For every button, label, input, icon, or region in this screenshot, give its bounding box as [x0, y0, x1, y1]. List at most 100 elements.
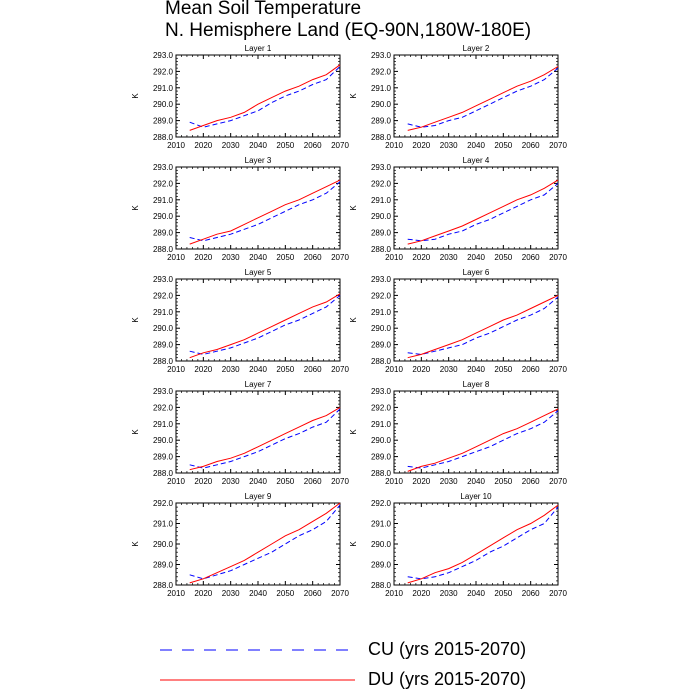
y-tick-label: 293.0: [153, 51, 174, 60]
y-tick-label: 291.0: [371, 84, 392, 93]
x-tick-label: 2050: [494, 589, 512, 598]
panel-title: Layer 5: [245, 268, 272, 277]
y-axis-label: K: [131, 317, 140, 323]
y-tick-label: 293.0: [371, 163, 392, 172]
x-tick-label: 2020: [194, 477, 212, 486]
panel-title: Layer 10: [460, 492, 492, 501]
x-tick-label: 2050: [276, 141, 294, 150]
x-tick-label: 2050: [276, 253, 294, 262]
y-tick-label: 290.0: [153, 212, 174, 221]
legend-item-du: DU (yrs 2015-2070): [160, 668, 700, 692]
y-tick-label: 293.0: [371, 275, 392, 284]
series-line-cu: [189, 181, 341, 242]
panel-title: Layer 9: [245, 492, 272, 501]
x-tick-label: 2040: [249, 365, 267, 374]
y-tick-label: 293.0: [371, 51, 392, 60]
y-tick-label: 289.0: [153, 117, 174, 126]
series-line-cu: [407, 183, 559, 242]
panel-layer-2: Layer 2 K 2010 2020 2030 2040 2050 2060 2070 288.…: [349, 44, 567, 150]
x-tick-label: 2040: [467, 253, 485, 262]
y-tick-label: 289.0: [371, 453, 392, 462]
series-line-du: [189, 502, 341, 584]
x-tick-label: 2050: [494, 365, 512, 374]
x-tick-label: 2060: [522, 141, 540, 150]
x-tick-label: 2010: [385, 589, 403, 598]
panel-layer-7: Layer 7 K 2010 2020 2030 2040 2050 2060 2070 288.…: [131, 380, 349, 486]
panel-layer-6: Layer 6 K 2010 2020 2030 2040 2050 2060 2070 288.…: [349, 268, 567, 374]
plot-frame: [393, 390, 559, 474]
y-tick-label: 290.0: [153, 324, 174, 333]
y-tick-label: 291.0: [371, 520, 392, 529]
y-tick-label: 290.0: [153, 540, 174, 549]
y-tick-label: 288.0: [153, 357, 174, 366]
y-tick-label: 292.0: [371, 403, 392, 412]
x-tick-label: 2060: [522, 365, 540, 374]
x-tick-label: 2030: [440, 365, 458, 374]
legend-swatch-du: [160, 679, 355, 681]
panel-layer-4: Layer 4 K 2010 2020 2030 2040 2050 2060 2070 288.…: [349, 156, 567, 262]
x-tick-label: 2050: [276, 477, 294, 486]
y-tick-label: 288.0: [371, 245, 392, 254]
y-tick-label: 293.0: [153, 275, 174, 284]
y-tick-label: 291.0: [153, 84, 174, 93]
y-axis-label: K: [349, 541, 358, 547]
y-tick-label: 289.0: [153, 229, 174, 238]
x-tick-label: 2070: [549, 141, 567, 150]
x-tick-label: 2010: [167, 253, 185, 262]
figure-subtitle: N. Hemisphere Land (EQ-90N,180W-180E): [165, 20, 532, 41]
series-line-cu: [407, 506, 559, 580]
series-line-cu: [189, 504, 341, 580]
y-tick-label: 290.0: [371, 436, 392, 445]
y-tick-label: 289.0: [153, 341, 174, 350]
panel-title: Layer 2: [463, 44, 490, 53]
x-tick-label: 2040: [249, 477, 267, 486]
x-tick-label: 2040: [467, 589, 485, 598]
y-tick-label: 293.0: [371, 387, 392, 396]
x-tick-label: 2060: [304, 253, 322, 262]
x-tick-label: 2040: [467, 477, 485, 486]
y-tick-label: 288.0: [153, 133, 174, 142]
x-tick-label: 2030: [440, 477, 458, 486]
x-tick-label: 2050: [494, 253, 512, 262]
x-tick-label: 2020: [412, 365, 430, 374]
y-axis-label: K: [131, 429, 140, 435]
panel-layer-1: Layer 1 K 2010 2020 2030 2040 2050 2060 2070 288.…: [131, 44, 349, 150]
y-tick-label: 290.0: [371, 540, 392, 549]
legend-label-cu: CU (yrs 2015-2070): [368, 639, 527, 659]
plot-frame: [175, 54, 341, 138]
plot-frame: [175, 278, 341, 362]
x-tick-label: 2030: [222, 253, 240, 262]
x-tick-label: 2020: [194, 141, 212, 150]
x-tick-label: 2030: [222, 589, 240, 598]
x-tick-label: 2020: [194, 589, 212, 598]
y-tick-label: 291.0: [371, 308, 392, 317]
y-tick-label: 292.0: [153, 499, 174, 508]
y-tick-label: 288.0: [371, 469, 392, 478]
x-tick-label: 2040: [249, 589, 267, 598]
series-line-cu: [407, 67, 559, 128]
x-tick-label: 2060: [304, 589, 322, 598]
y-tick-label: 290.0: [153, 100, 174, 109]
panel-title: Layer 7: [245, 380, 272, 389]
x-tick-label: 2010: [385, 365, 403, 374]
x-tick-label: 2030: [222, 365, 240, 374]
x-tick-label: 2030: [222, 141, 240, 150]
x-tick-label: 2060: [304, 141, 322, 150]
x-tick-label: 2030: [222, 477, 240, 486]
series-line-du: [189, 179, 341, 245]
x-tick-label: 2070: [331, 477, 349, 486]
x-tick-label: 2040: [249, 141, 267, 150]
x-tick-label: 2010: [167, 141, 185, 150]
y-tick-label: 292.0: [153, 403, 174, 412]
x-tick-label: 2060: [304, 365, 322, 374]
x-tick-label: 2020: [412, 141, 430, 150]
legend-item-cu: CU (yrs 2015-2070): [160, 638, 700, 662]
x-tick-label: 2020: [194, 253, 212, 262]
legend-label-du: DU (yrs 2015-2070): [368, 669, 527, 689]
y-tick-label: 292.0: [371, 499, 392, 508]
series-line-du: [407, 504, 559, 584]
series-line-du: [407, 66, 559, 131]
series-line-cu: [189, 66, 341, 128]
x-tick-label: 2070: [331, 141, 349, 150]
y-tick-label: 291.0: [371, 420, 392, 429]
